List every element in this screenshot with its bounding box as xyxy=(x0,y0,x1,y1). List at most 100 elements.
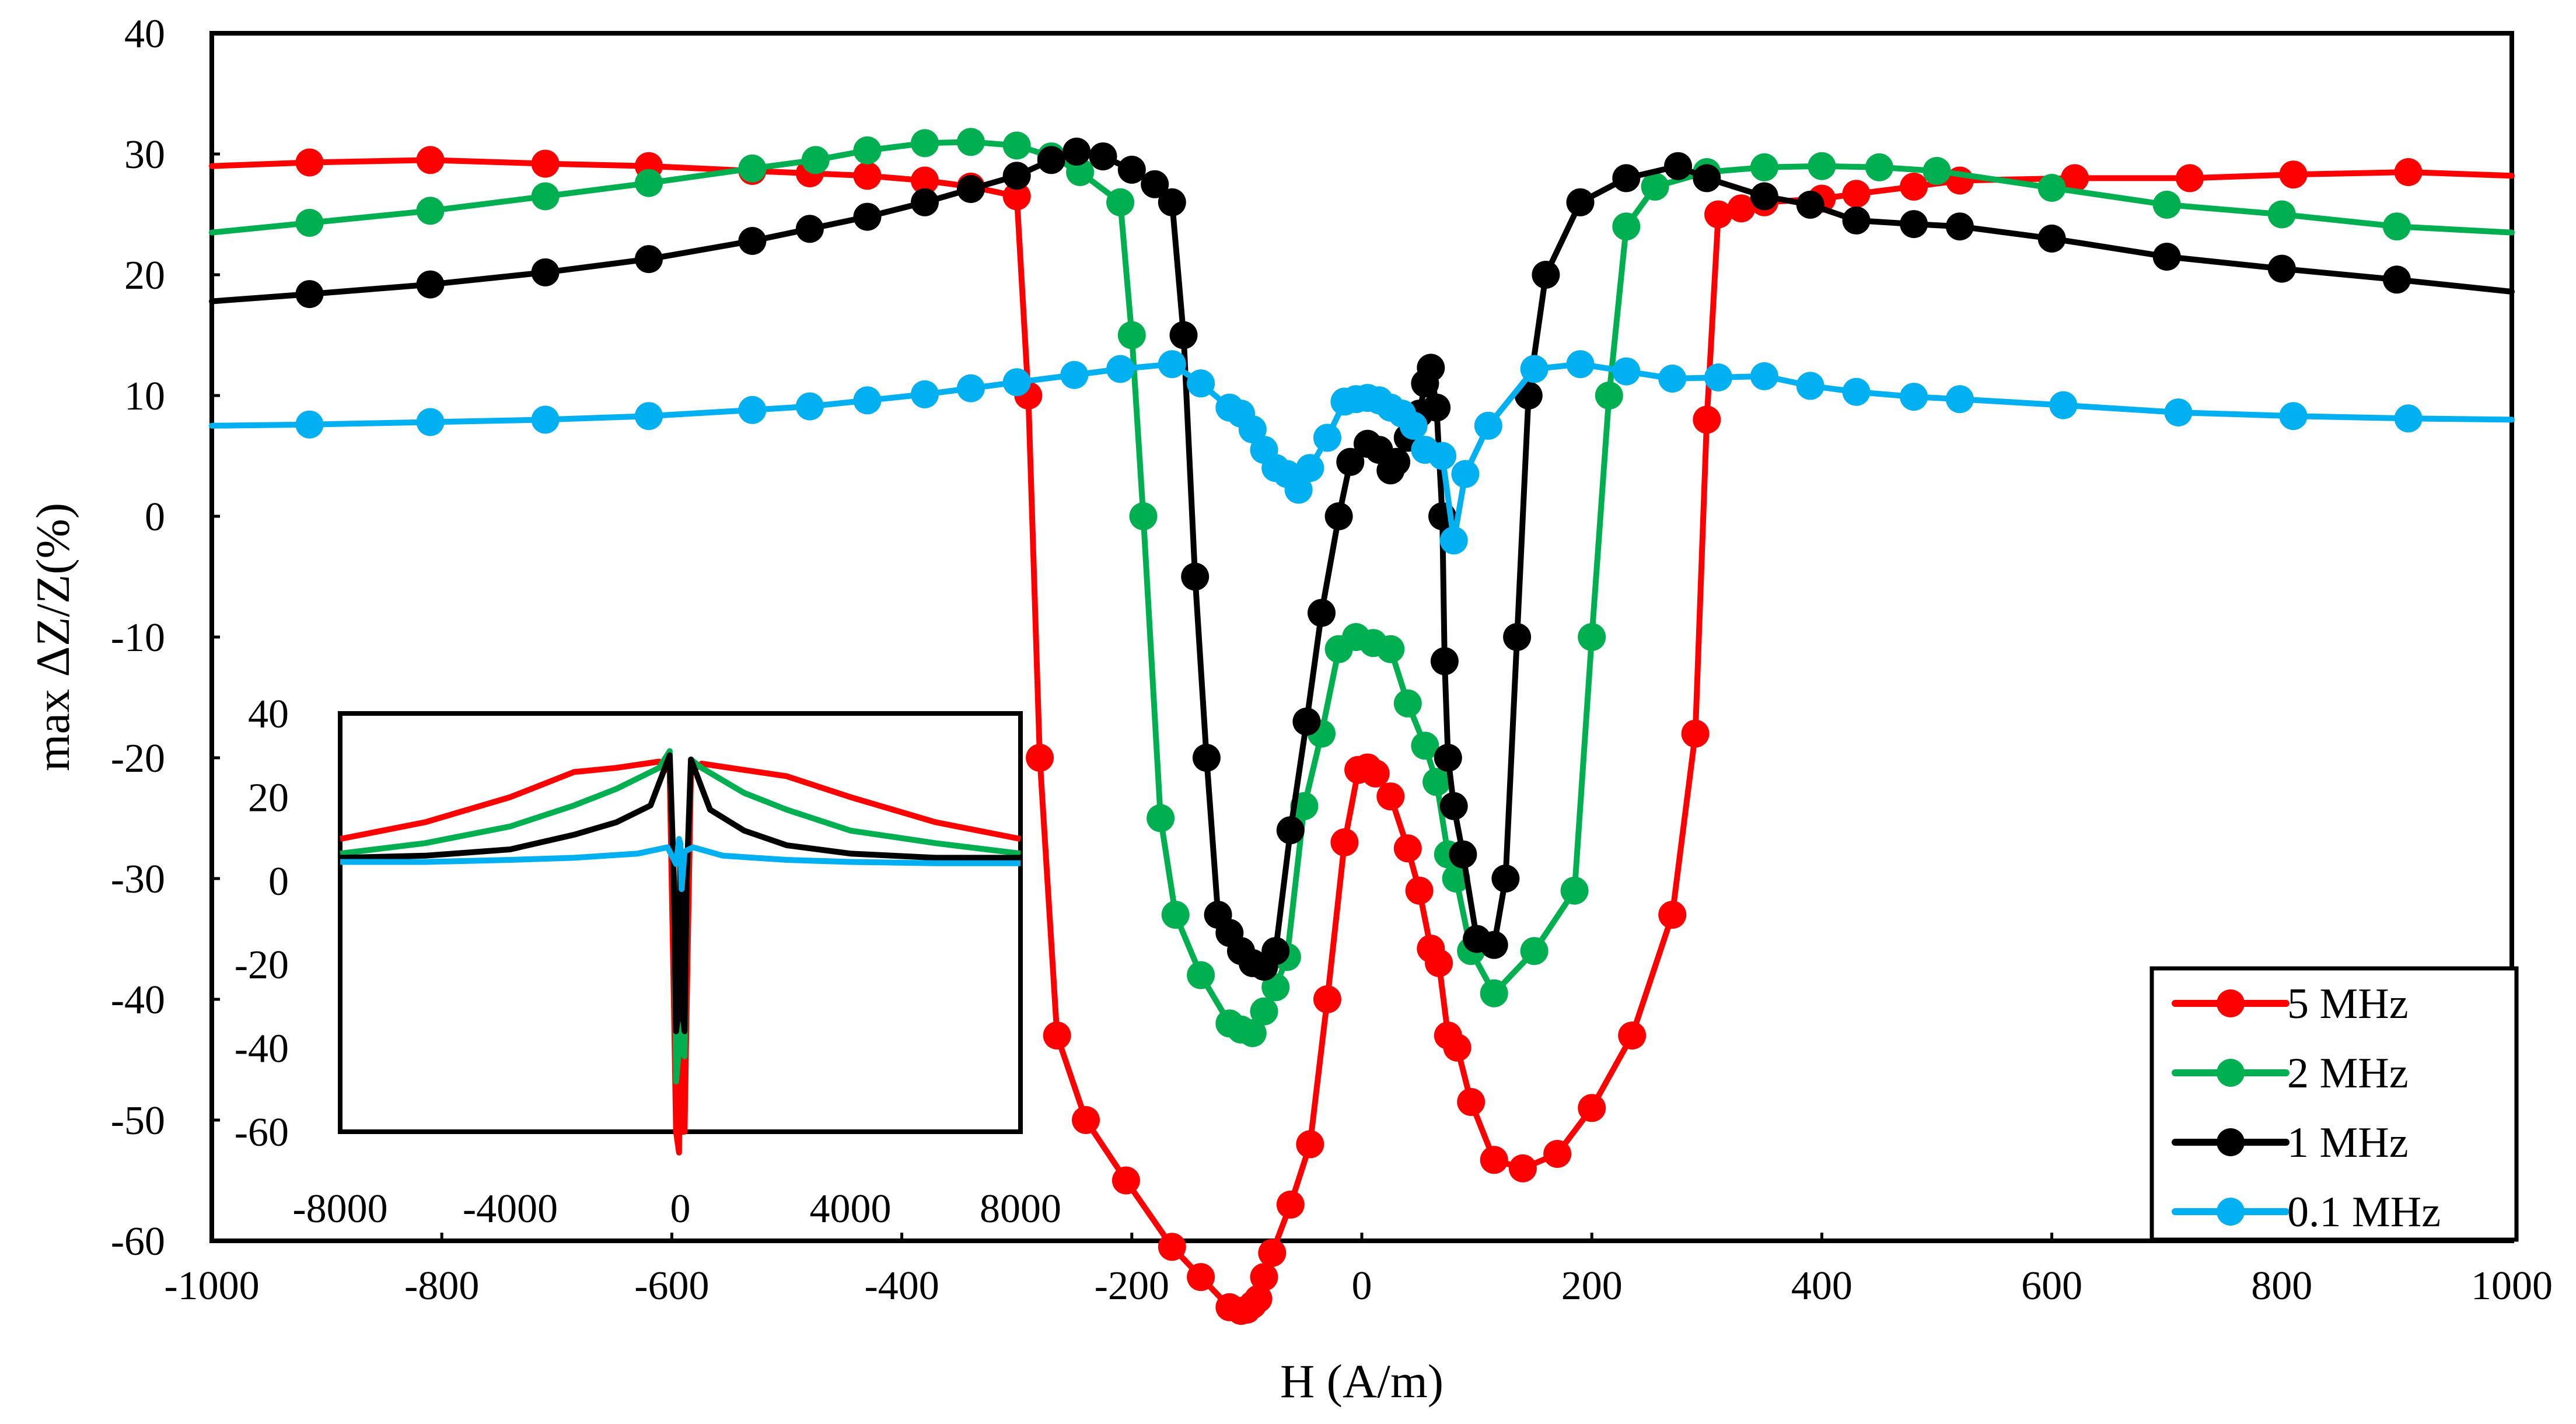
data-point-2-mhz xyxy=(1129,502,1158,530)
legend-label-2-mhz: 2 MHz xyxy=(2287,1049,2409,1097)
data-point-2-mhz xyxy=(2037,174,2066,202)
inset-x-tick-label: -8000 xyxy=(292,1187,387,1231)
legend-box xyxy=(2149,966,2519,1242)
data-point-2-mhz xyxy=(1161,901,1190,929)
data-point-5-mhz xyxy=(1313,985,1341,1013)
data-point-5-mhz xyxy=(1187,1263,1215,1292)
data-point-1-mhz xyxy=(1292,707,1321,736)
data-point-1-mhz xyxy=(2037,224,2066,253)
data-point-5-mhz xyxy=(1258,1238,1287,1267)
data-point-1-mhz xyxy=(1261,937,1290,965)
data-point-5-mhz xyxy=(2394,158,2423,186)
legend-label-0-1-mhz: 0.1 MHz xyxy=(2287,1188,2441,1236)
data-point-0-1-mhz xyxy=(1900,383,1928,411)
data-point-0-1-mhz xyxy=(1474,411,1502,440)
data-point-5-mhz xyxy=(1618,1021,1647,1050)
x-tick-label: -1000 xyxy=(164,1264,259,1308)
data-point-5-mhz xyxy=(2176,164,2204,193)
inset-x-tick-label: 4000 xyxy=(810,1187,892,1231)
data-point-2-mhz xyxy=(1238,1019,1267,1047)
data-point-1-mhz xyxy=(1900,210,1928,239)
data-point-1-mhz xyxy=(1169,321,1198,349)
data-point-0-1-mhz xyxy=(2394,404,2423,433)
data-point-2-mhz xyxy=(1520,937,1549,965)
data-point-2-mhz xyxy=(1411,732,1439,760)
y-tick-label: -30 xyxy=(111,857,165,902)
y-tick-label: 20 xyxy=(124,253,165,298)
data-point-0-1-mhz xyxy=(1158,350,1186,379)
data-point-1-mhz xyxy=(738,227,767,255)
data-point-1-mhz xyxy=(795,215,824,243)
data-point-1-mhz xyxy=(2152,243,2181,271)
data-point-1-mhz xyxy=(1945,212,1974,241)
data-point-5-mhz xyxy=(1704,200,1732,229)
data-point-2-mhz xyxy=(1422,768,1451,796)
data-point-2-mhz xyxy=(2267,200,2296,229)
data-point-2-mhz xyxy=(531,182,560,211)
data-point-2-mhz xyxy=(1250,997,1278,1026)
data-point-5-mhz xyxy=(1244,1285,1273,1313)
data-point-0-1-mhz xyxy=(1658,365,1687,393)
legend-marker-2-mhz xyxy=(2217,1059,2245,1087)
data-point-2-mhz xyxy=(1480,979,1508,1007)
data-point-1-mhz xyxy=(635,245,663,274)
data-point-1-mhz xyxy=(1480,930,1508,959)
x-tick-label: 400 xyxy=(1791,1264,1853,1308)
data-point-1-mhz xyxy=(1417,354,1445,382)
data-point-2-mhz xyxy=(1002,131,1031,160)
data-point-1-mhz xyxy=(1117,155,1146,184)
data-point-2-mhz xyxy=(911,129,939,158)
data-point-1-mhz xyxy=(295,280,324,309)
data-point-5-mhz xyxy=(2061,164,2089,193)
data-point-0-1-mhz xyxy=(956,374,985,403)
data-point-5-mhz xyxy=(1002,182,1031,211)
data-point-5-mhz xyxy=(1480,1146,1508,1174)
data-point-0-1-mhz xyxy=(416,408,445,436)
inset-chart: -60 -40 -20 0 20 40 -8000 -4000 0 4000 8000 xyxy=(235,692,1061,1231)
legend-marker-1-mhz xyxy=(2217,1128,2245,1156)
y-tick-label: -10 xyxy=(111,615,165,660)
data-point-0-1-mhz xyxy=(1428,442,1456,470)
data-point-1-mhz xyxy=(1612,164,1641,193)
inset-x-tick-label: -4000 xyxy=(463,1187,558,1231)
data-point-2-mhz xyxy=(1641,172,1669,201)
data-point-5-mhz xyxy=(1457,1088,1486,1116)
data-point-2-mhz xyxy=(1578,623,1606,651)
data-point-2-mhz xyxy=(853,136,882,165)
data-point-1-mhz xyxy=(1422,393,1451,422)
data-point-5-mhz xyxy=(1425,949,1453,977)
data-point-5-mhz xyxy=(1276,1190,1305,1219)
data-point-0-1-mhz xyxy=(911,380,939,408)
data-point-1-mhz xyxy=(1324,502,1353,530)
data-point-2-mhz xyxy=(1393,689,1422,718)
data-point-0-1-mhz xyxy=(1520,355,1549,383)
inset-x-tick-label: 0 xyxy=(670,1187,691,1231)
x-tick-label: -400 xyxy=(864,1264,939,1308)
data-point-1-mhz xyxy=(1062,137,1091,166)
data-point-2-mhz xyxy=(956,128,985,156)
data-point-2-mhz xyxy=(635,169,663,197)
data-point-1-mhz xyxy=(911,188,939,216)
data-point-1-mhz xyxy=(1181,562,1210,591)
data-point-5-mhz xyxy=(1158,1233,1186,1261)
x-tick-label: 200 xyxy=(1561,1264,1623,1308)
data-point-5-mhz xyxy=(531,149,560,178)
x-tick-label: -800 xyxy=(404,1264,479,1308)
inset-y-tick-label: 40 xyxy=(248,692,289,737)
inset-x-tick-label: 8000 xyxy=(980,1187,1061,1231)
data-point-2-mhz xyxy=(1376,635,1405,663)
data-point-2-mhz xyxy=(1808,152,1836,180)
inset-y-tick-label: 0 xyxy=(268,859,289,904)
x-tick-label: -600 xyxy=(634,1264,709,1308)
legend-label-1-mhz: 1 MHz xyxy=(2287,1119,2409,1167)
data-point-0-1-mhz xyxy=(1612,357,1641,386)
data-point-0-1-mhz xyxy=(1313,424,1341,452)
data-point-2-mhz xyxy=(1147,804,1175,832)
data-point-1-mhz xyxy=(1503,623,1532,651)
data-point-1-mhz xyxy=(1308,599,1336,627)
data-point-1-mhz xyxy=(1750,182,1778,211)
legend-label-5-mhz: 5 MHz xyxy=(2287,980,2409,1028)
data-point-1-mhz xyxy=(1158,188,1186,216)
data-point-2-mhz xyxy=(1923,157,1951,185)
